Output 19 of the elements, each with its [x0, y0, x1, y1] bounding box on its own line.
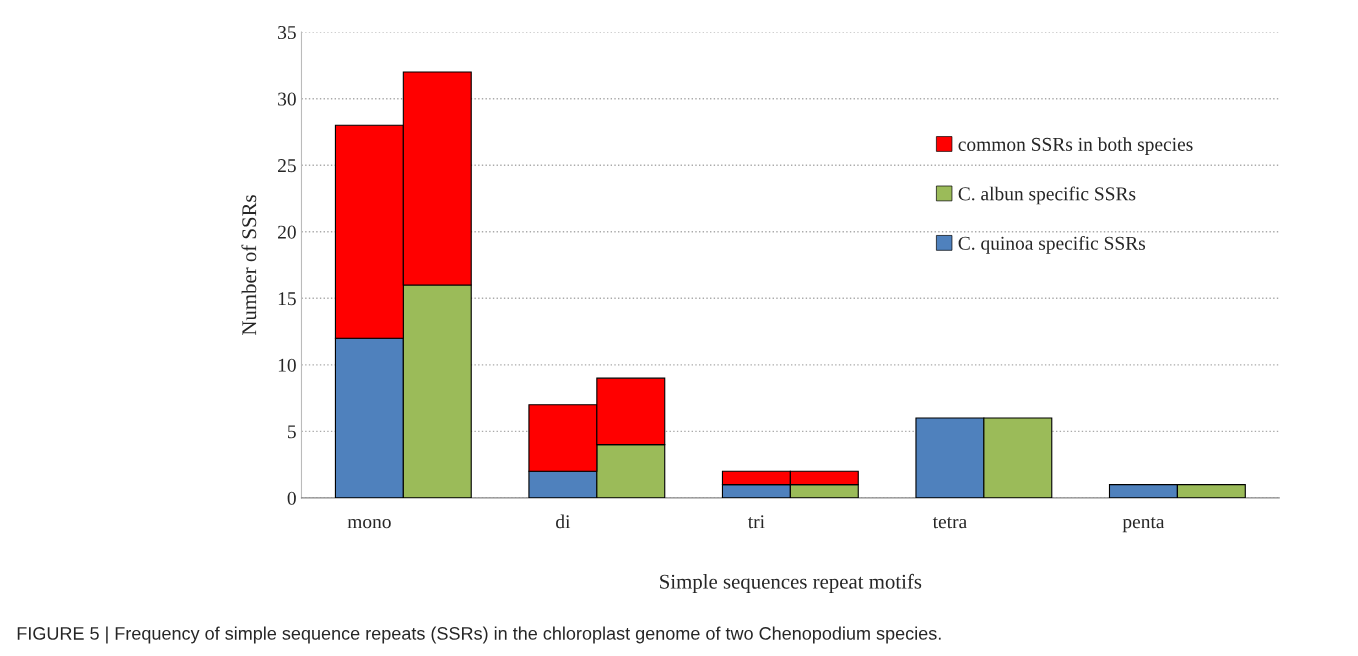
y-tick-label: 25: [278, 159, 296, 173]
y-tick-label: 20: [278, 225, 296, 239]
x-tick-label: mono: [347, 518, 391, 529]
y-axis-title: Number of SSRs: [241, 195, 257, 336]
y-tick-label: 5: [288, 425, 296, 439]
y-tick-label: 0: [287, 491, 296, 505]
legend-label: common SSRs in both species: [958, 137, 1193, 155]
y-tick-label: 35: [278, 26, 296, 40]
x-tick-label: penta: [1122, 517, 1165, 533]
x-axis-title: Simple sequences repeat motifs: [660, 573, 922, 593]
x-tick-label: tri: [747, 515, 765, 529]
x-tick-label: di: [556, 514, 571, 529]
legend-label: C. albun specific SSRs: [958, 186, 1136, 205]
y-tick-label: 10: [278, 358, 296, 372]
legend-label: C. quinoa specific SSRs: [958, 235, 1146, 254]
x-tick-label: tetra: [932, 517, 967, 529]
y-tick-label: 15: [278, 292, 296, 306]
y-tick-label: 30: [278, 92, 296, 106]
caption: FIGURE 5 | Frequency of simple sequence repeats (SSRs) in the chloroplast genome of two Chenopodium species.: [17, 626, 941, 644]
